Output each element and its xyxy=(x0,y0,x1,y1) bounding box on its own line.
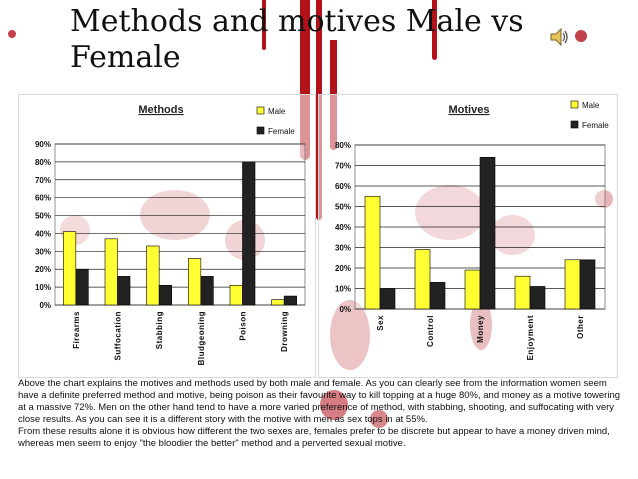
legend-label-female: Female xyxy=(582,121,609,130)
bar-female-enjoyment xyxy=(529,286,546,310)
slide-title: Methods and motives Male vs Female xyxy=(70,4,524,75)
bar-male-suffocation xyxy=(104,238,118,306)
bar-female-sex xyxy=(379,288,396,310)
motives-chart: Motives 0% 10% 20% 30% 40% 50% 60% 70% 80% Sex Cont… xyxy=(318,94,618,378)
x-category-label: Stabbing xyxy=(155,311,164,349)
plot-area xyxy=(54,143,306,306)
x-category-label: Poison xyxy=(239,311,248,341)
bar-female-money xyxy=(479,156,496,310)
x-category-label: Suffocation xyxy=(114,311,123,361)
bar-male-drowning xyxy=(271,299,285,306)
bar-male-enjoyment xyxy=(514,275,531,310)
bar-female-suffocation xyxy=(117,276,131,306)
legend-swatch-female xyxy=(570,120,579,129)
bar-female-stabbing xyxy=(158,285,172,306)
bar-male-firearms xyxy=(63,231,77,306)
x-category-label: Sex xyxy=(376,315,385,331)
bar-female-drowning xyxy=(283,295,297,306)
y-tick-label: 50% xyxy=(35,212,51,221)
legend-swatch-male xyxy=(256,106,265,115)
y-tick-label: 40% xyxy=(35,229,51,238)
bar-male-other xyxy=(564,259,581,310)
bar-male-stabbing xyxy=(146,245,160,306)
chart-title: Methods xyxy=(138,104,183,116)
y-tick-label: 80% xyxy=(35,158,51,167)
x-category-label: Control xyxy=(426,315,435,347)
y-tick-label: 20% xyxy=(35,265,51,274)
legend-label-male: Male xyxy=(268,107,286,116)
x-category-label: Other xyxy=(576,315,585,339)
y-tick-label: 60% xyxy=(335,182,351,191)
speaker-icon[interactable] xyxy=(548,26,570,48)
motives-chart-svg: Motives 0% 10% 20% 30% 40% 50% 60% 70% 80% Sex Cont… xyxy=(335,100,609,360)
bar-female-bludgeoning xyxy=(200,276,214,306)
legend-label-female: Female xyxy=(268,127,295,136)
x-category-label: Firearms xyxy=(72,311,81,349)
legend-label-male: Male xyxy=(582,101,600,110)
legend-swatch-female xyxy=(256,126,265,135)
x-category-label: Enjoyment xyxy=(526,315,535,360)
chart-title: Motives xyxy=(449,104,490,116)
y-tick-label: 60% xyxy=(35,194,51,203)
y-tick-label: 50% xyxy=(335,203,351,212)
bar-female-control xyxy=(429,282,446,310)
bar-male-control xyxy=(414,249,431,310)
x-category-label: Drowning xyxy=(280,311,289,352)
y-tick-label: 10% xyxy=(35,283,51,292)
y-tick-label: 10% xyxy=(335,285,351,294)
y-tick-label: 70% xyxy=(35,176,51,185)
y-tick-label: 30% xyxy=(35,247,51,256)
y-tick-label: 20% xyxy=(335,264,351,273)
y-tick-label: 90% xyxy=(35,140,51,149)
y-tick-label: 30% xyxy=(335,244,351,253)
bar-male-bludgeoning xyxy=(188,258,202,306)
y-tick-label: 70% xyxy=(335,162,351,171)
y-tick-label: 0% xyxy=(339,305,351,314)
y-tick-label: 0% xyxy=(39,301,51,310)
y-tick-label: 40% xyxy=(335,223,351,232)
legend-swatch-male xyxy=(570,100,579,109)
bar-female-firearms xyxy=(75,268,89,306)
bar-male-poison xyxy=(229,285,243,306)
explanation-text: Above the chart explains the motives and… xyxy=(18,378,628,450)
bar-male-money xyxy=(464,269,481,310)
bar-male-sex xyxy=(364,195,381,310)
methods-chart: Methods 0% 10% 20% 30% 40% 50% 60% 70% 80% 90% Fire… xyxy=(18,94,316,378)
x-category-label: Bludgeoning xyxy=(197,311,206,365)
y-tick-label: 80% xyxy=(335,141,351,150)
bar-female-poison xyxy=(242,161,256,306)
x-category-label: Money xyxy=(476,315,485,343)
methods-chart-svg: Methods 0% 10% 20% 30% 40% 50% 60% 70% 80% 90% Fire… xyxy=(35,104,306,365)
bar-female-other xyxy=(579,259,596,310)
explanation-paragraph: Above the chart explains the motives and… xyxy=(18,378,621,425)
explanation-paragraph: From these results alone it is obvious h… xyxy=(18,426,610,449)
